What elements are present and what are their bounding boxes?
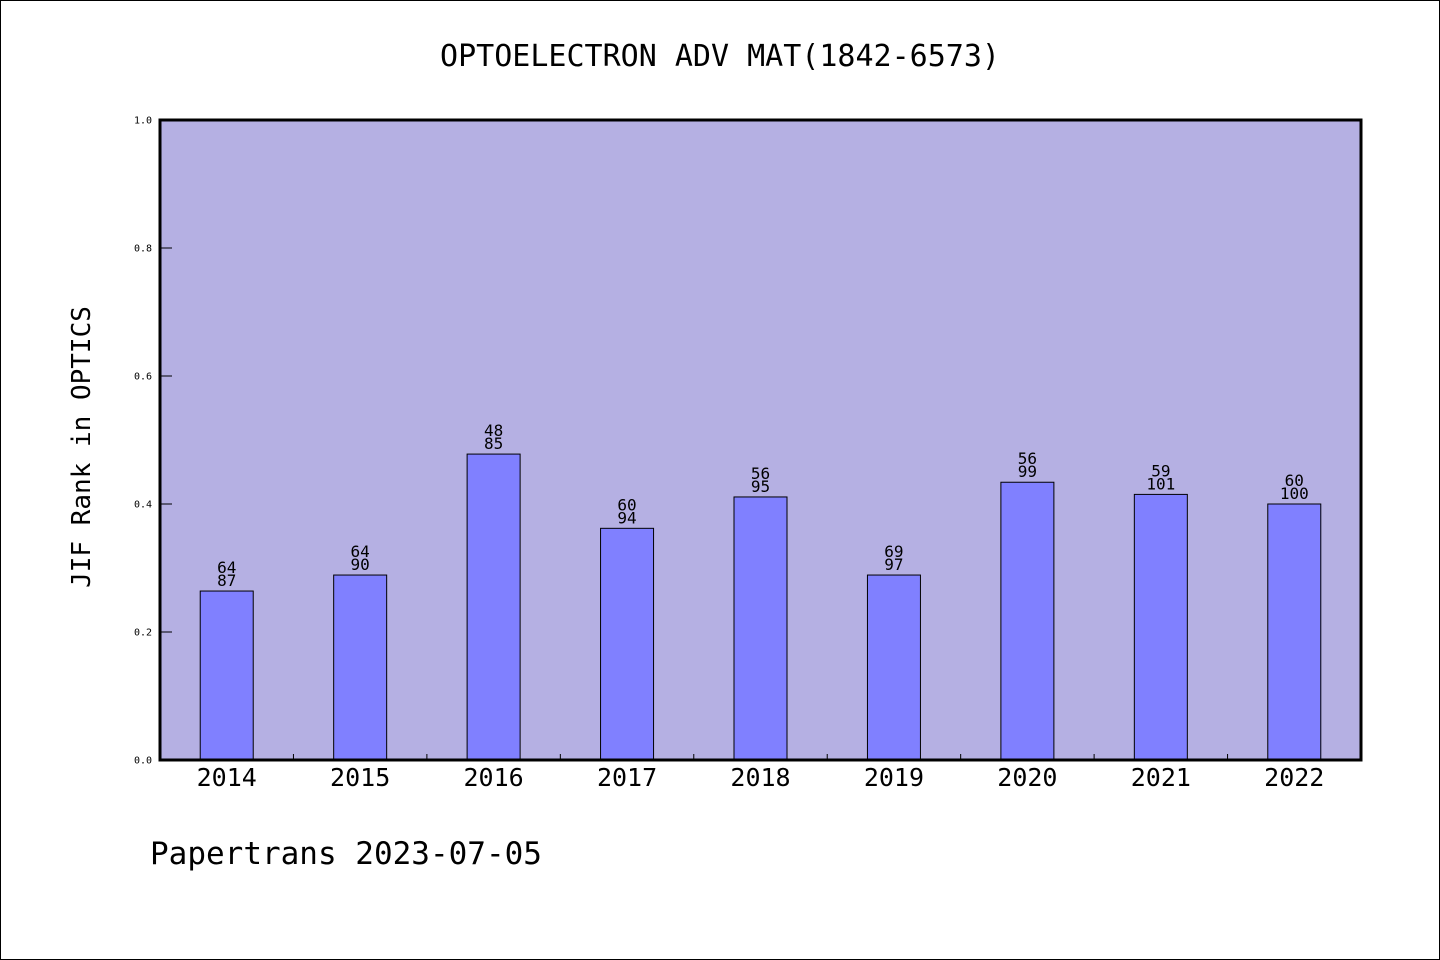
bar-total-label: 100	[1280, 484, 1309, 503]
x-tick-label: 2019	[864, 763, 924, 792]
y-tick-label: 0.8	[134, 244, 152, 255]
y-tick-label: 0.0	[134, 756, 152, 767]
bar-total-label: 101	[1146, 474, 1175, 493]
y-tick-label: 1.0	[134, 116, 152, 127]
x-tick-label: 2021	[1131, 763, 1191, 792]
plot-border	[158, 118, 1363, 762]
bar-rank-label: 69	[884, 542, 903, 561]
bar-rank-label: 48	[484, 421, 503, 440]
bar	[733, 496, 788, 761]
y-axis-label: JIF Rank in OPTICS	[67, 306, 97, 588]
bar-rank-label: 56	[751, 464, 770, 483]
x-tick-label: 2014	[197, 763, 257, 792]
bar-total-label: 90	[351, 555, 370, 574]
bar-rank-label: 64	[217, 558, 236, 577]
axis-ticks-group: 0.0 0.2 0.4 0.6 0.8 1.0 2014 2015 2016 2017 2018 20…	[134, 116, 1324, 793]
bar	[600, 527, 655, 761]
bar	[1133, 493, 1188, 761]
chart-title: OPTOELECTRON ADV MAT(1842-6573)	[440, 39, 1000, 74]
x-tick-label: 2022	[1264, 763, 1324, 792]
x-tick-label: 2015	[330, 763, 390, 792]
y-tick-label: 0.6	[134, 372, 152, 383]
bar-total-label: 99	[1018, 462, 1037, 481]
bar-rank-label: 64	[351, 542, 370, 561]
bar-rank-label: 59	[1151, 461, 1170, 480]
bar-rank-label: 56	[1018, 449, 1037, 468]
x-tick-label: 2017	[597, 763, 657, 792]
bar-total-label: 85	[484, 434, 503, 453]
x-tick-label: 2016	[464, 763, 524, 792]
y-tick-label: 0.4	[134, 500, 152, 511]
bar-rank-label: 60	[1285, 471, 1304, 490]
y-tick-label: 0.2	[134, 628, 152, 639]
bar-total-label: 94	[617, 508, 636, 527]
bar	[466, 453, 521, 761]
bar-total-label: 87	[217, 571, 236, 590]
bar-total-label: 95	[751, 477, 770, 496]
bar-total-label: 97	[884, 555, 903, 574]
bar	[866, 574, 921, 761]
bar	[333, 574, 388, 761]
x-tick-label: 2018	[730, 763, 790, 792]
bar-rank-label: 60	[617, 495, 636, 514]
x-tick-label: 2020	[997, 763, 1057, 792]
footer-watermark: Papertrans 2023-07-05	[150, 836, 542, 872]
bar	[1267, 503, 1322, 761]
bars-group	[199, 453, 1322, 761]
bar	[199, 590, 254, 761]
bar	[1000, 481, 1055, 761]
